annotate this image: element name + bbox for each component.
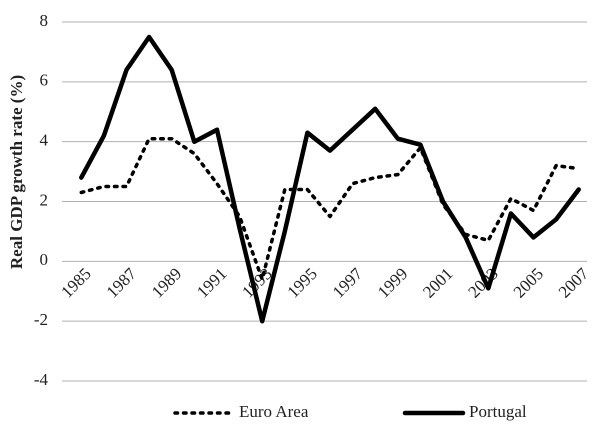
x-tick-label: 1997	[329, 264, 367, 302]
y-tick-label: -4	[34, 370, 49, 389]
y-tick-label: 4	[40, 131, 49, 150]
y-tick-label: -2	[34, 310, 48, 329]
x-tick-label: 1985	[57, 264, 94, 301]
legend-label: Euro Area	[239, 402, 309, 421]
x-tick-label: 1989	[148, 264, 185, 301]
y-tick-label: 8	[40, 11, 49, 30]
x-tick-label: 2005	[510, 264, 547, 301]
y-tick-label: 6	[40, 71, 49, 90]
x-tick-label: 2007	[555, 264, 592, 302]
x-tick-label: 1999	[374, 264, 411, 301]
legend-label: Portugal	[469, 402, 527, 421]
x-tick-label: 2001	[419, 264, 456, 301]
y-tick-label: 0	[40, 250, 49, 269]
x-tick-label: 1987	[103, 264, 141, 302]
x-tick-label: 1995	[284, 264, 321, 301]
y-tick-label: 2	[40, 190, 49, 209]
y-axis-label: Real GDP growth rate (%)	[7, 75, 26, 269]
x-tick-label: 1991	[193, 264, 230, 301]
series-line	[79, 136, 581, 282]
series-line	[79, 34, 581, 324]
